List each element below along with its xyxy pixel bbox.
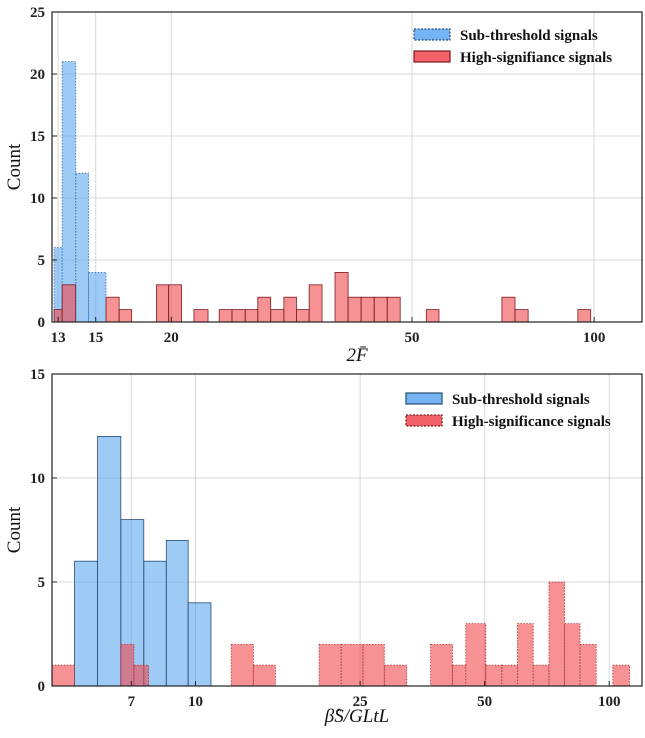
legend-swatch: [405, 392, 443, 405]
series-high-significance: [51, 581, 631, 687]
x-tick-label: 100: [583, 330, 606, 346]
legend-label: High-signifiance signals: [460, 50, 612, 66]
x-axis-label: 2F̄: [346, 345, 368, 366]
bar: [548, 581, 565, 687]
legend: Sub-threshold signals High-significance s…: [405, 392, 611, 430]
bar: [61, 284, 77, 323]
legend-label: High-significance signals: [452, 414, 611, 430]
bar: [51, 664, 75, 687]
bar: [156, 284, 170, 323]
bar: [133, 664, 149, 687]
x-tick-label: 7: [128, 694, 136, 710]
bar: [105, 296, 120, 323]
bar: [231, 309, 246, 323]
bar: [120, 644, 135, 687]
x-tick-label: 25: [353, 694, 368, 710]
y-tick-label: 10: [30, 471, 45, 487]
bar: [501, 664, 518, 687]
legend-swatch: [405, 414, 443, 427]
bar: [347, 296, 362, 323]
bar: [218, 309, 233, 323]
bar: [334, 271, 349, 323]
y-tick-label: 0: [38, 315, 46, 331]
bar: [244, 309, 259, 323]
chart-panel-1: 13 15 20 50 100 0 5 10 15 20 25 Count 2F̄ Sub-thresho…: [4, 5, 643, 366]
bar: [252, 664, 276, 687]
bar: [485, 664, 503, 687]
y-tick-label: 15: [30, 367, 45, 383]
y-tick-label: 10: [30, 191, 45, 207]
bar: [308, 284, 323, 323]
bar: [296, 309, 310, 323]
bar: [168, 284, 183, 323]
bar: [193, 309, 209, 323]
bar: [118, 309, 133, 323]
chart-panel-2: 7 10 25 50 100 0 5 10 15 Count β̂S/GLtL Sub-thresho…: [4, 367, 643, 727]
x-tick-label: 15: [88, 330, 103, 346]
bar: [270, 309, 285, 323]
bar: [532, 664, 550, 687]
plot-frame: [51, 11, 643, 323]
bar: [187, 602, 212, 687]
legend: Sub-threshold signals High-signifiance si…: [413, 28, 612, 66]
bar: [97, 435, 122, 687]
bar: [74, 560, 99, 687]
plot-frame: [51, 373, 643, 687]
y-tick-label: 20: [30, 67, 45, 83]
bar: [514, 309, 529, 323]
legend-swatch: [413, 28, 451, 41]
y-tick-label: 25: [30, 5, 45, 21]
bar: [283, 296, 297, 323]
bar: [88, 271, 107, 323]
bar: [425, 309, 440, 323]
bar: [360, 296, 375, 323]
x-tick-label: 20: [164, 330, 179, 346]
series-high-significance: [53, 271, 592, 323]
bar: [230, 644, 254, 687]
bar: [318, 644, 342, 687]
bar: [75, 172, 90, 323]
series-sub-threshold: [74, 435, 212, 687]
bar: [362, 644, 385, 687]
bar: [612, 664, 631, 687]
x-tick-label: 50: [405, 330, 420, 346]
y-tick-label: 5: [38, 575, 46, 591]
y-tick-label: 15: [30, 129, 45, 145]
x-axis-label: β̂S/GLtL: [324, 706, 389, 727]
x-tick-label: 100: [598, 694, 621, 710]
legend-label: Sub-threshold signals: [452, 392, 590, 408]
bar: [577, 309, 592, 323]
bar: [340, 644, 364, 687]
x-tick-label: 13: [51, 330, 66, 346]
bar: [61, 61, 77, 323]
bar: [579, 644, 597, 687]
bar: [383, 664, 408, 687]
bar: [465, 623, 487, 687]
x-tick-label: 10: [188, 694, 203, 710]
bar: [501, 296, 516, 323]
bar: [386, 296, 401, 323]
y-tick-label: 5: [38, 253, 46, 269]
bar: [430, 644, 453, 687]
bar: [452, 664, 467, 687]
series-sub-threshold: [53, 61, 107, 323]
bar: [373, 296, 388, 323]
y-axis-label: Count: [4, 143, 25, 190]
y-tick-label: 0: [38, 679, 46, 695]
bar: [257, 296, 272, 323]
bar: [564, 623, 581, 687]
legend-swatch: [413, 50, 451, 63]
y-axis-label: Count: [4, 506, 25, 553]
bar: [165, 540, 189, 687]
legend-label: Sub-threshold signals: [460, 28, 598, 44]
bar: [517, 623, 534, 687]
x-tick-label: 50: [477, 694, 492, 710]
